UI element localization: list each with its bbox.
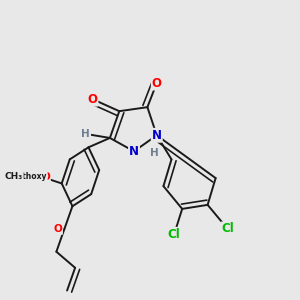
- Text: H: H: [150, 148, 158, 158]
- Text: H: H: [81, 129, 90, 139]
- Text: O: O: [53, 224, 62, 234]
- Text: N: N: [152, 129, 162, 142]
- Text: Cl: Cl: [168, 228, 181, 241]
- Text: methoxy: methoxy: [10, 172, 47, 181]
- Text: O: O: [152, 76, 162, 90]
- Text: O: O: [88, 93, 98, 106]
- Text: O: O: [41, 172, 50, 182]
- Text: N: N: [129, 145, 139, 158]
- Text: Cl: Cl: [221, 223, 234, 236]
- Text: CH₃: CH₃: [5, 172, 23, 181]
